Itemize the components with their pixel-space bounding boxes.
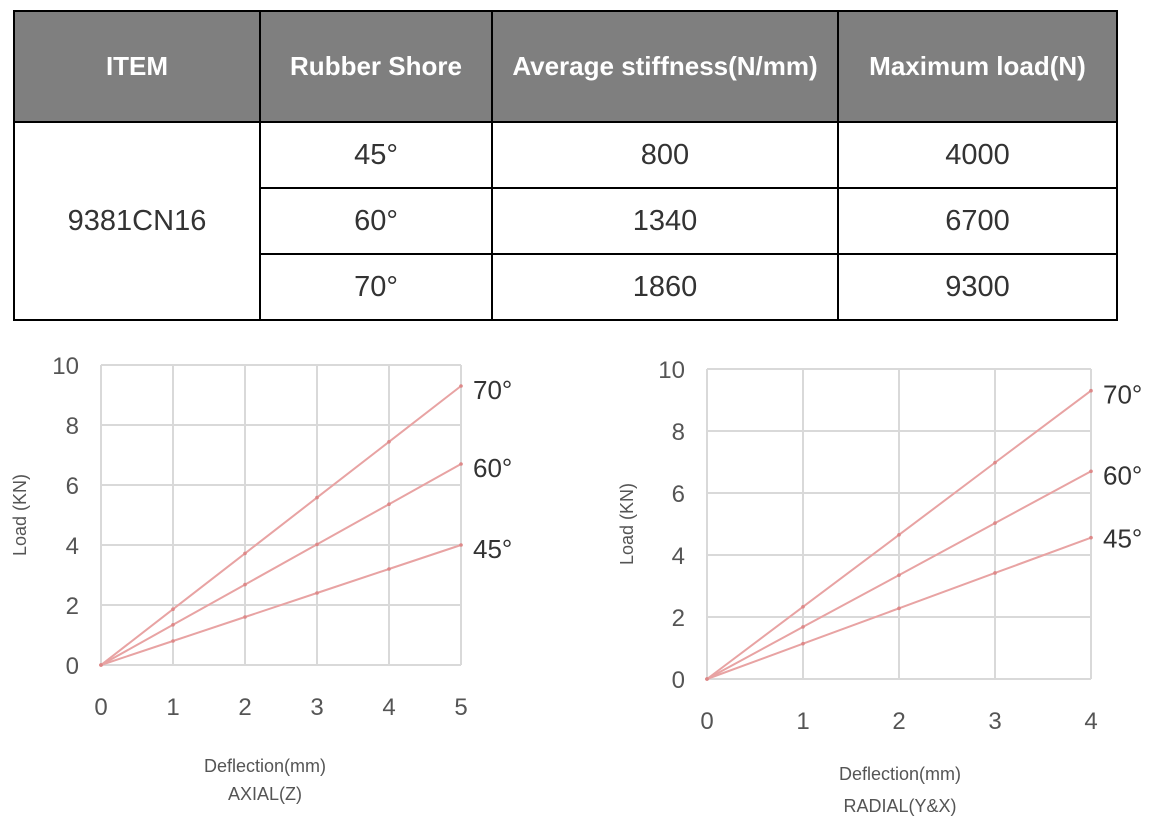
y-tick-label: 0 [672, 667, 685, 694]
y-tick-label: 4 [672, 543, 685, 570]
data-point [801, 605, 805, 609]
data-point [993, 461, 997, 465]
data-point [897, 573, 901, 577]
chart-title: RADIAL(Y&X) [843, 796, 956, 816]
series-label: 45° [1103, 524, 1142, 554]
x-axis-label: Deflection(mm) [839, 764, 961, 784]
data-point [1089, 536, 1093, 540]
data-point [1089, 389, 1093, 393]
data-point [897, 533, 901, 537]
y-axis-label: Load (KN) [617, 483, 637, 565]
x-tick-label: 3 [988, 708, 1001, 735]
x-tick-label: 1 [796, 708, 809, 735]
y-tick-label: 6 [672, 481, 685, 508]
data-point [801, 642, 805, 646]
data-point [897, 607, 901, 611]
data-point [705, 677, 709, 681]
series-label: 60° [1103, 460, 1142, 490]
data-point [993, 521, 997, 525]
x-tick-label: 0 [700, 708, 713, 735]
data-point [801, 625, 805, 629]
y-tick-label: 10 [658, 357, 685, 384]
x-tick-label: 2 [892, 708, 905, 735]
data-point [1089, 470, 1093, 474]
y-tick-label: 2 [672, 605, 685, 632]
series-label: 70° [1103, 380, 1142, 410]
data-point [993, 571, 997, 575]
x-tick-label: 4 [1084, 708, 1097, 735]
y-tick-label: 8 [672, 419, 685, 446]
